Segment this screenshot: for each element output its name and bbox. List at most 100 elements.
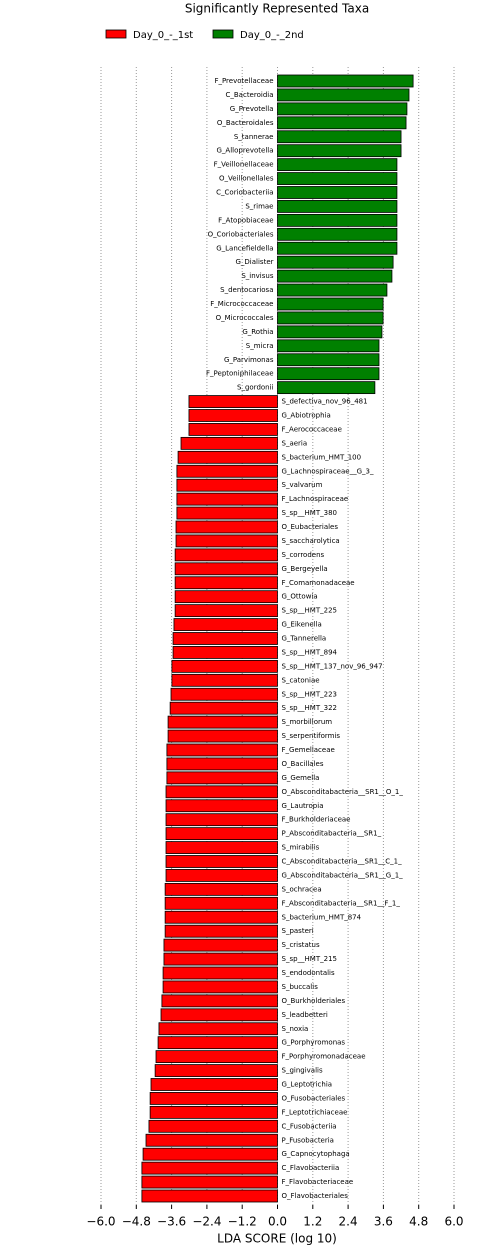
category-label: G_Bergeyella xyxy=(282,565,328,573)
category-label: S_valvarum xyxy=(282,481,323,489)
legend-swatch xyxy=(212,29,234,39)
bar xyxy=(172,632,278,645)
bar xyxy=(164,882,278,896)
x-tick-label: −6.0 xyxy=(86,1215,115,1229)
category-label: F_Prevotellaceae xyxy=(214,77,273,85)
category-label: S_gordonii xyxy=(237,384,274,392)
category-label: G_Lachnospiraceae__G_3_ xyxy=(282,467,374,475)
bar xyxy=(145,1133,278,1147)
bar xyxy=(174,576,278,590)
bar xyxy=(277,116,407,130)
category-label: G_Prevotella xyxy=(230,105,274,113)
bar xyxy=(160,1008,278,1022)
bar xyxy=(171,673,278,687)
category-label: S_corrodens xyxy=(282,551,325,559)
category-label: S_mirabilis xyxy=(282,844,320,852)
category-label: F_Peptoniphilaceae xyxy=(206,370,273,378)
bar xyxy=(174,562,278,576)
legend-swatch xyxy=(105,29,127,39)
bar xyxy=(165,869,278,882)
category-label: S_micra xyxy=(246,342,274,350)
bar xyxy=(174,604,278,618)
category-label: G_Lancefieldella xyxy=(216,244,273,252)
bar xyxy=(277,325,383,339)
category-label: O_Fusobacteriales xyxy=(282,1094,346,1102)
category-label: S_sp__HMT_322 xyxy=(282,704,337,712)
category-label: S_pasteri xyxy=(282,927,314,935)
bar xyxy=(188,409,278,422)
x-tick-label: 3.6 xyxy=(374,1215,393,1229)
x-tick-label: 0.0 xyxy=(268,1215,287,1229)
bar xyxy=(167,715,278,729)
category-label: G_Eikenella xyxy=(282,621,322,629)
x-tick-label: 6.0 xyxy=(444,1215,463,1229)
bar xyxy=(163,938,278,952)
category-label: G_Dialister xyxy=(235,258,273,266)
category-label: C_Flavobacteriia xyxy=(282,1164,340,1172)
x-tick-label: −2.4 xyxy=(192,1215,221,1229)
x-axis-label: LDA SCORE (log 10) xyxy=(217,1232,337,1246)
category-label: F_Micrococcaceae xyxy=(210,300,273,308)
x-tick-label: 1.2 xyxy=(303,1215,322,1229)
bar xyxy=(169,701,278,715)
category-label: S_defectiva_nov_96_481 xyxy=(282,398,368,406)
bar xyxy=(162,980,278,994)
category-label: G_Absconditabacteria__SR1__G_1_ xyxy=(282,871,404,879)
bar xyxy=(180,436,278,450)
bar xyxy=(277,283,388,297)
bar xyxy=(174,590,278,604)
legend-label: Day_0_-_2nd xyxy=(240,30,304,41)
bar xyxy=(141,1189,278,1203)
bar xyxy=(158,1022,278,1036)
category-label: G_Parvimonas xyxy=(224,356,274,364)
category-label: F_Burkholderiaceae xyxy=(282,816,351,824)
bar xyxy=(164,924,278,938)
bar xyxy=(175,534,278,548)
x-tick-label: −1.2 xyxy=(228,1215,257,1229)
category-label: O_Absconditabacteria__SR1__O_1_ xyxy=(282,788,404,796)
category-label: S_aeria xyxy=(282,439,308,447)
bar xyxy=(174,548,278,562)
category-label: C_Bacteroidia xyxy=(225,91,273,99)
category-label: O_Bacillales xyxy=(282,760,324,768)
bar xyxy=(170,687,278,701)
bar xyxy=(157,1036,278,1050)
bar xyxy=(149,1105,278,1119)
bar xyxy=(277,172,398,185)
category-label: S_sp__HMT_225 xyxy=(282,607,337,615)
x-tick-label: 2.4 xyxy=(339,1215,358,1229)
legend-label: Day_0_-_1st xyxy=(133,30,193,41)
bar xyxy=(141,1161,278,1175)
bar xyxy=(148,1119,278,1133)
category-label: S_invisus xyxy=(241,272,273,280)
category-label: S_sp__HMT_380 xyxy=(282,509,337,517)
bar xyxy=(155,1050,278,1064)
bar xyxy=(142,1147,278,1161)
bar xyxy=(277,255,394,269)
category-label: S_dentocariosa xyxy=(220,286,273,294)
bar xyxy=(166,757,278,771)
category-label: F_Veillonellaceae xyxy=(214,161,274,169)
bar xyxy=(163,952,278,966)
category-label: O_Burkholderiales xyxy=(282,997,346,1005)
category-label: S_morbillorum xyxy=(282,718,333,726)
bar xyxy=(165,841,278,854)
bar xyxy=(188,395,278,408)
bar xyxy=(166,771,278,785)
category-label: S_bacterium_HMT_874 xyxy=(282,913,362,921)
category-label: S_serpentiformis xyxy=(282,732,341,740)
bar xyxy=(165,827,278,841)
bar xyxy=(277,311,384,325)
bar xyxy=(277,367,380,381)
category-label: S_bacterium_HMT_100 xyxy=(282,453,362,461)
bar xyxy=(141,1175,278,1189)
bar xyxy=(176,506,278,520)
bar xyxy=(277,88,410,102)
category-label: C_Fusobacteriia xyxy=(282,1122,337,1130)
category-label: O_Coriobacteriales xyxy=(208,230,274,238)
bar xyxy=(277,213,398,227)
category-label: S_saccharolytica xyxy=(282,537,340,545)
category-label: G_Alloprevotella xyxy=(216,147,273,155)
category-label: O_Flavobacteriales xyxy=(282,1192,349,1200)
category-label: G_Gemella xyxy=(282,774,320,782)
